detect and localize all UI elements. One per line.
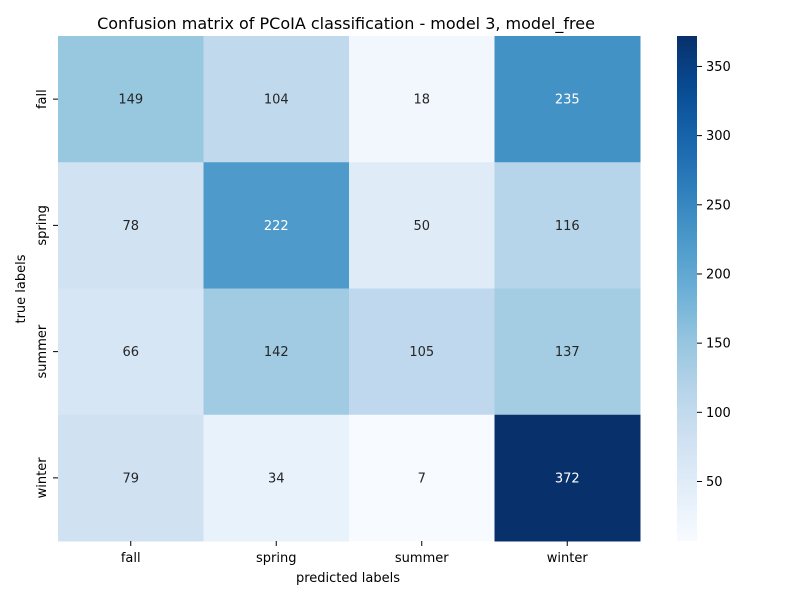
heatmap-cell-summer-summer: [349, 288, 495, 416]
heatmap-cell-winter-spring: [203, 414, 350, 542]
cell-value-label: 235: [555, 93, 580, 108]
x-tick-label: fall: [121, 551, 141, 566]
y-axis: fall spring summer winter: [35, 89, 58, 498]
colorbar-gradient: [677, 36, 697, 541]
heatmap-cell-summer-spring: [203, 288, 350, 416]
heatmap-cell-labels: 149 104 18 235 78 222 50 116 66 142 105 137 79 34 7 372: [118, 93, 579, 487]
x-tick-label: winter: [547, 551, 589, 566]
heatmap-cell-winter-fall: [58, 414, 204, 542]
cell-value-label: 78: [122, 219, 139, 234]
y-tick-label: fall: [35, 89, 50, 109]
heatmap-cell-spring-summer: [349, 162, 495, 289]
x-axis: fall spring summer winter: [121, 541, 589, 566]
cell-value-label: 79: [122, 471, 139, 486]
cell-value-label: 116: [555, 219, 580, 234]
cell-value-label: 142: [264, 345, 289, 360]
heatmap-cell-spring-fall: [58, 162, 204, 289]
heatmap-cell-fall-summer: [349, 36, 495, 163]
heatmap-cell-spring-winter: [494, 162, 641, 289]
heatmap-cell-summer-winter: [494, 288, 641, 416]
x-tick-label: summer: [395, 551, 449, 566]
colorbar-tick-label: 100: [706, 406, 731, 421]
cell-value-label: 222: [264, 219, 289, 234]
heatmap-cell-spring-spring: [203, 162, 350, 289]
y-tick-label: winter: [35, 457, 50, 499]
cell-value-label: 137: [555, 345, 580, 360]
colorbar-tick-label: 150: [706, 337, 731, 352]
cell-value-label: 372: [555, 471, 580, 486]
cell-value-label: 104: [264, 93, 289, 108]
cell-value-label: 34: [268, 471, 285, 486]
heatmap-cell-fall-winter: [494, 36, 641, 163]
heatmap-cells: [58, 36, 641, 542]
y-tick-label: summer: [35, 324, 50, 378]
colorbar: 50 100 150 200 250 300 350: [677, 36, 731, 541]
colorbar-tick-label: 350: [706, 60, 731, 75]
colorbar-tick-label: 50: [706, 475, 723, 490]
cell-value-label: 149: [118, 93, 143, 108]
heatmap-cell-winter-winter: [494, 414, 641, 542]
heatmap-cell-fall-spring: [203, 36, 350, 163]
x-axis-label: predicted labels: [296, 571, 400, 586]
cell-value-label: 105: [409, 345, 434, 360]
colorbar-tick-label: 200: [706, 267, 731, 282]
colorbar-tick-label: 250: [706, 198, 731, 213]
x-tick-label: spring: [256, 551, 296, 566]
heatmap-cell-fall-fall: [58, 36, 204, 163]
heatmap-cell-winter-summer: [349, 414, 495, 542]
cell-value-label: 50: [413, 219, 430, 234]
colorbar-tick-label: 300: [706, 129, 731, 144]
heatmap-cell-summer-fall: [58, 288, 204, 416]
cell-value-label: 18: [413, 93, 430, 108]
y-axis-label: true labels: [14, 254, 29, 323]
cell-value-label: 7: [418, 471, 426, 486]
chart-title: Confusion matrix of PCoIA classification…: [97, 14, 595, 34]
cell-value-label: 66: [122, 345, 139, 360]
y-tick-label: spring: [35, 205, 50, 245]
